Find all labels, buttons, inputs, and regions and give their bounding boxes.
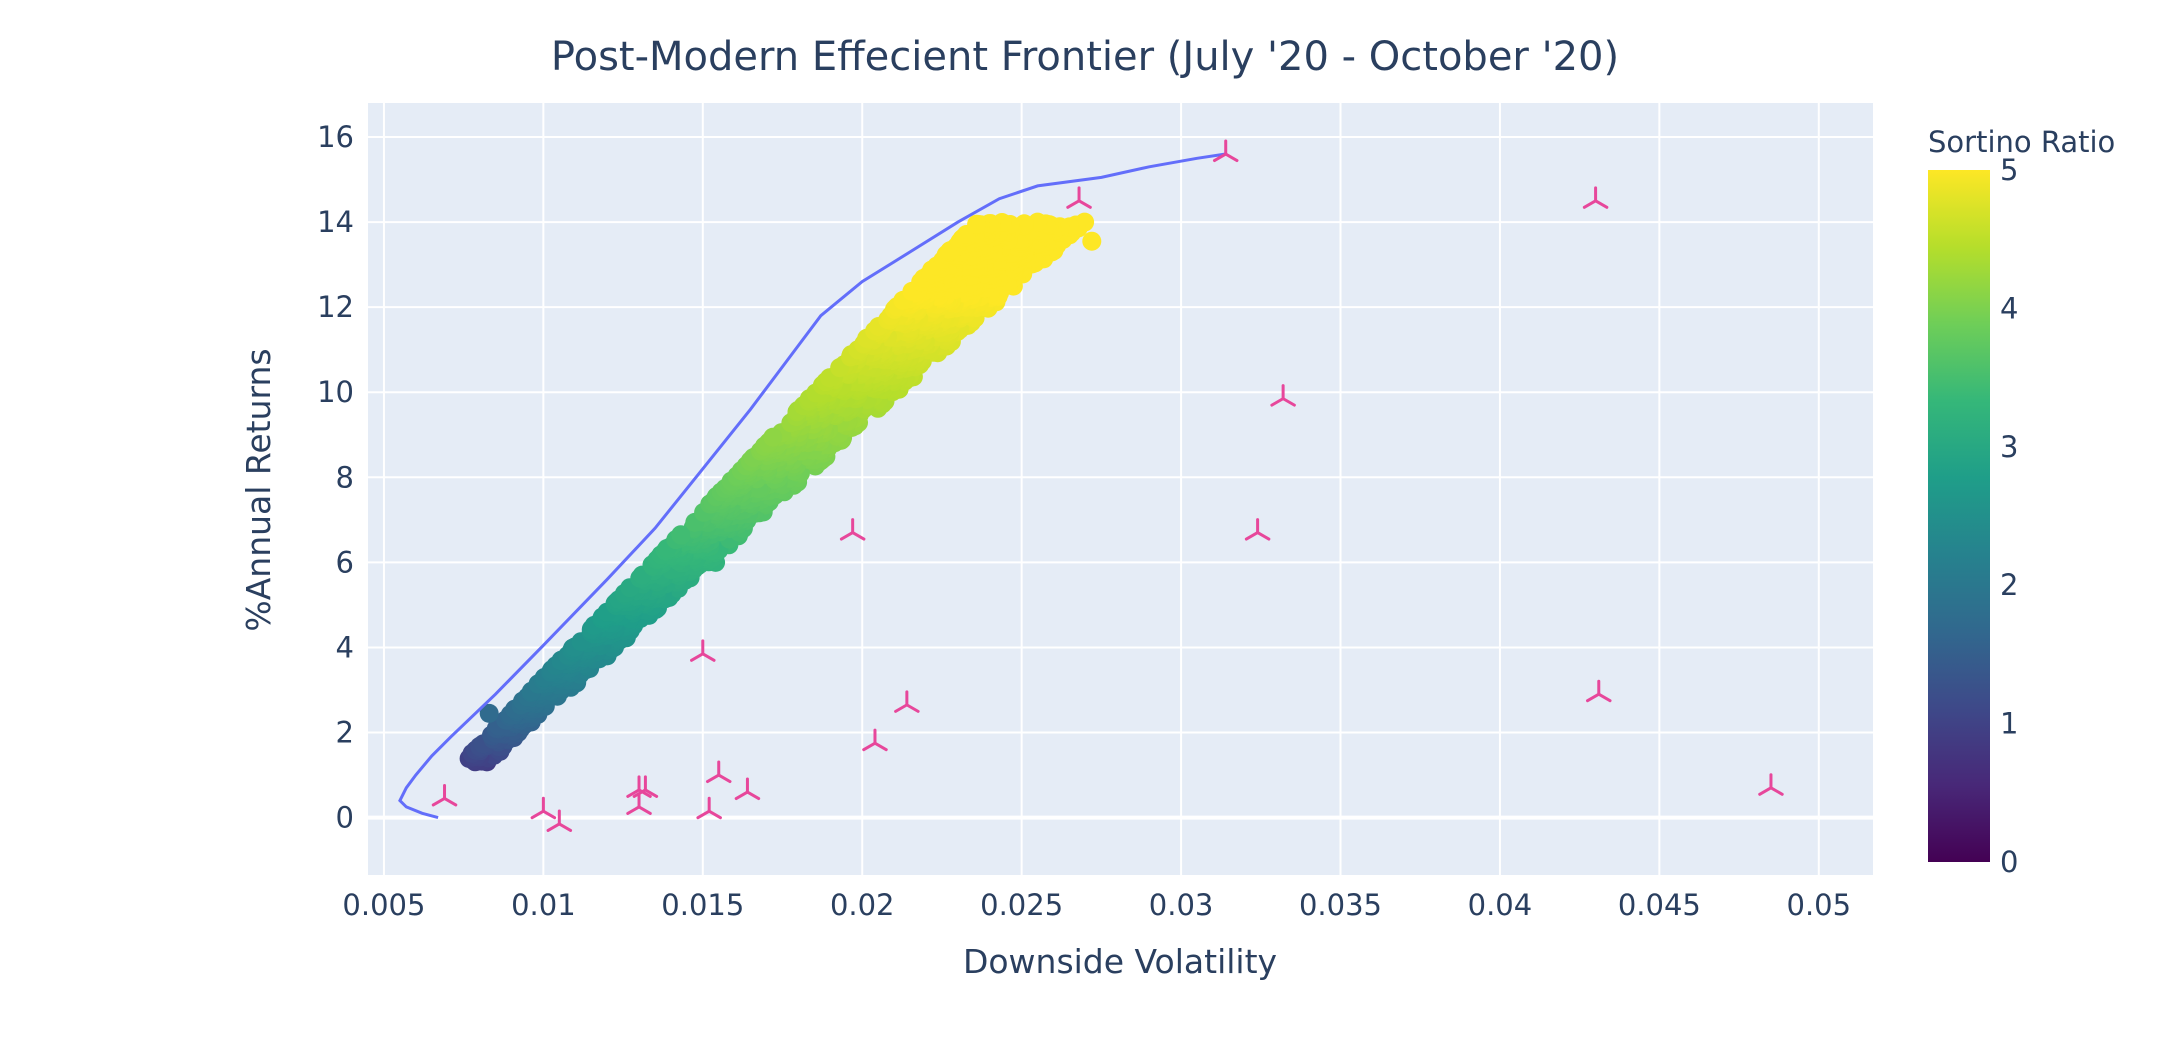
- asset-marker: [632, 775, 659, 798]
- asset-marker: [530, 796, 557, 820]
- colorbar-tick-label: 5: [2000, 153, 2018, 187]
- y-tick-label: 10: [317, 375, 354, 409]
- portfolio-point: [479, 703, 499, 723]
- asset-marker: [1212, 139, 1239, 163]
- y-tick-label: 4: [336, 630, 354, 664]
- x-tick-label: 0.01: [511, 888, 576, 922]
- y-axis-label: %Annual Returns: [239, 348, 278, 631]
- colorbar-title: Sortino Ratio: [1928, 125, 2115, 159]
- asset-marker: [839, 518, 866, 541]
- x-tick-label: 0.03: [1149, 888, 1214, 922]
- x-tick-label: 0.045: [1618, 888, 1701, 922]
- asset-markers: [431, 139, 1784, 832]
- x-tick-labels: 0.005 0.01 0.015 0.02 0.025 0.03 0.035 0.04 0.04…: [342, 888, 1851, 922]
- x-tick-label: 0.02: [830, 888, 895, 922]
- asset-marker: [696, 796, 722, 820]
- portfolio-point: [671, 525, 691, 545]
- colorbar-tick-label: 4: [2000, 291, 2018, 325]
- y-tick-labels: 0 2 4 6 8 10 12 14 16: [317, 120, 354, 835]
- asset-marker: [690, 639, 716, 662]
- x-axis-label: Downside Volatility: [963, 942, 1277, 981]
- colorbar-tick-label: 3: [2000, 430, 2018, 464]
- y-tick-label: 14: [317, 205, 354, 239]
- x-tick-label: 0.025: [980, 888, 1063, 922]
- x-tick-label: 0.015: [661, 888, 744, 922]
- gridlines: [368, 103, 1873, 875]
- asset-marker: [1244, 518, 1271, 541]
- chart-title: Post-Modern Effecient Frontier (July '20…: [551, 34, 1619, 80]
- asset-marker: [431, 783, 458, 807]
- colorbar-tick-labels: 0 1 2 3 4 5: [2000, 153, 2018, 879]
- y-tick-label: 0: [336, 801, 354, 835]
- y-tick-label: 2: [336, 716, 354, 750]
- y-tick-label: 8: [336, 460, 354, 494]
- frontier-line-layer: [398, 152, 1226, 820]
- asset-marker: [1270, 384, 1296, 407]
- colorbar-tick-label: 0: [2000, 845, 2018, 879]
- y-tick-label: 16: [317, 120, 354, 154]
- asset-marker: [894, 690, 920, 713]
- portfolio-scatter-cloud: [459, 212, 1102, 772]
- asset-marker: [862, 728, 888, 752]
- asset-marker: [626, 792, 652, 815]
- portfolio-point: [763, 427, 783, 447]
- efficient-frontier-line: [398, 152, 1226, 820]
- x-tick-label: 0.005: [342, 888, 425, 922]
- asset-marker: [546, 809, 573, 832]
- portfolio-point: [967, 214, 987, 234]
- colorbar: [1928, 170, 1990, 862]
- plot-background: [368, 103, 1873, 875]
- asset-marker: [705, 760, 732, 784]
- asset-marker: [1586, 679, 1612, 703]
- x-tick-label: 0.05: [1787, 888, 1852, 922]
- portfolio-point: [1082, 231, 1102, 251]
- asset-marker: [1066, 186, 1092, 209]
- y-tick-label: 6: [336, 545, 354, 579]
- asset-marker: [1758, 773, 1784, 796]
- x-tick-label: 0.035: [1299, 888, 1382, 922]
- y-tick-label: 12: [317, 290, 354, 324]
- x-tick-label: 0.04: [1468, 888, 1533, 922]
- asset-marker: [1582, 186, 1609, 209]
- colorbar-tick-label: 2: [2000, 568, 2018, 602]
- colorbar-tick-label: 1: [2000, 707, 2018, 741]
- asset-marker: [734, 777, 761, 801]
